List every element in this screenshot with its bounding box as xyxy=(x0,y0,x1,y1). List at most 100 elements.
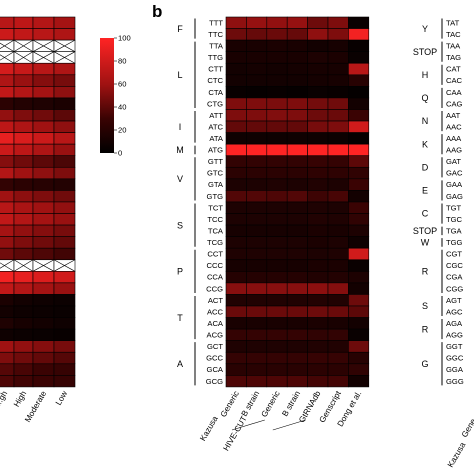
panel-a-cell xyxy=(53,155,76,168)
codon-label: GAG xyxy=(446,192,463,201)
column-label: B strain xyxy=(240,389,262,418)
amino-acid-label: K xyxy=(422,139,428,149)
heatmap-cell xyxy=(266,294,288,307)
panel-a-cell xyxy=(53,74,76,87)
heatmap-cell xyxy=(246,190,268,203)
heatmap-cell xyxy=(307,62,329,76)
heatmap-cell xyxy=(266,190,288,203)
heatmap-cell xyxy=(348,132,370,145)
panel-a-cell xyxy=(13,132,34,145)
colorbar-tick-label: 100 xyxy=(118,34,131,43)
heatmap-cell xyxy=(225,236,247,249)
heatmap-cell xyxy=(246,375,268,388)
panel-a-cell xyxy=(0,178,15,191)
heatmap-cell xyxy=(348,201,370,214)
codon-label: TGC xyxy=(446,215,463,224)
codon-label: ACC xyxy=(207,307,224,316)
panel-b-heatmap: b TTT TTC TTA TTG CTT CTC CTA CTG ATT ATC ATA ATG GTT… xyxy=(152,2,370,452)
panel-a-cell xyxy=(53,294,76,307)
heatmap-cell xyxy=(266,97,288,110)
codon-label: AGT xyxy=(446,296,462,305)
heatmap-cell xyxy=(286,259,308,272)
amino-acid-label: W xyxy=(421,238,430,248)
panel-a-cell xyxy=(0,363,15,376)
codon-label: ACG xyxy=(207,331,224,340)
heatmap-cell xyxy=(286,62,308,76)
panel-a-cell xyxy=(0,132,15,145)
panel-a-cell xyxy=(13,282,34,295)
codon-label: CCA xyxy=(207,273,224,282)
heatmap-cell xyxy=(307,363,329,376)
heatmap-cell xyxy=(327,305,349,318)
panel-a-column-label: High xyxy=(12,389,28,408)
panel-a-cell xyxy=(13,294,34,307)
heatmap-cell xyxy=(307,236,329,249)
panel-a-cell xyxy=(32,74,55,87)
codon-label: TCT xyxy=(208,203,223,212)
panel-a-cell xyxy=(13,201,34,214)
panel-label: b xyxy=(152,2,162,21)
heatmap-cell xyxy=(266,317,288,330)
heatmap-cell xyxy=(246,294,268,307)
panel-a-cell xyxy=(0,166,15,180)
heatmap-cell xyxy=(246,351,268,365)
panel-a-cell xyxy=(53,143,76,157)
heatmap-cell xyxy=(246,97,268,110)
codon-label: TGA xyxy=(446,226,463,235)
missing-cross xyxy=(53,39,76,52)
heatmap-cell xyxy=(286,28,308,41)
heatmap-cell xyxy=(225,28,247,41)
panel-a-cell xyxy=(32,236,55,249)
panel-a-cell xyxy=(53,132,76,145)
heatmap-cell xyxy=(286,213,308,226)
codon-label: GGG xyxy=(446,377,464,386)
heatmap-cell xyxy=(307,305,329,318)
heatmap-cell xyxy=(327,39,349,52)
codon-label: CCT xyxy=(207,250,223,259)
panel-a-cell xyxy=(32,155,55,168)
heatmap-cell xyxy=(246,86,268,99)
panel-a-cell xyxy=(13,155,34,168)
codon-label: AGG xyxy=(446,331,463,340)
heatmap-cell xyxy=(286,201,308,214)
panel-a-cell xyxy=(13,351,34,365)
panel-a-cell xyxy=(13,166,34,180)
codon-label: CAA xyxy=(446,88,463,97)
panel-a-column-label: ...gh xyxy=(0,389,9,408)
heatmap-cell xyxy=(246,120,268,133)
heatmap-cell xyxy=(266,178,288,191)
panel-a-cell xyxy=(0,236,15,249)
panel-a-cell xyxy=(13,178,34,191)
heatmap-cell xyxy=(327,155,349,168)
panel-a-cell xyxy=(32,271,55,284)
panel-a-cell xyxy=(0,16,15,29)
heatmap-cell xyxy=(286,224,308,237)
heatmap-cell xyxy=(307,97,329,110)
panel-a-cell xyxy=(13,74,34,87)
heatmap-cell xyxy=(307,86,329,99)
heatmap-cell xyxy=(307,155,329,168)
colorbar-tick-label: 20 xyxy=(118,126,126,135)
heatmap-cell xyxy=(286,97,308,110)
panel-a-cell xyxy=(53,224,76,237)
panel-a-cell xyxy=(32,305,55,318)
heatmap-cell xyxy=(348,166,370,180)
heatmap-cell xyxy=(246,363,268,376)
heatmap-cell xyxy=(246,62,268,76)
panel-a-cell xyxy=(53,166,76,180)
heatmap-cell xyxy=(327,340,349,353)
heatmap-cell xyxy=(225,259,247,272)
amino-acid-label: A xyxy=(177,359,183,369)
panel-a-cell xyxy=(0,224,15,237)
codon-label: TAT xyxy=(446,18,460,27)
panel-a-cell xyxy=(32,62,55,76)
heatmap-cell xyxy=(327,224,349,237)
amino-acid-label: S xyxy=(177,220,183,230)
codon-label: GAC xyxy=(446,169,463,178)
heatmap-cell xyxy=(327,271,349,284)
heatmap-cell xyxy=(266,351,288,365)
panel-a-cell xyxy=(0,351,15,365)
missing-cross xyxy=(32,259,55,272)
